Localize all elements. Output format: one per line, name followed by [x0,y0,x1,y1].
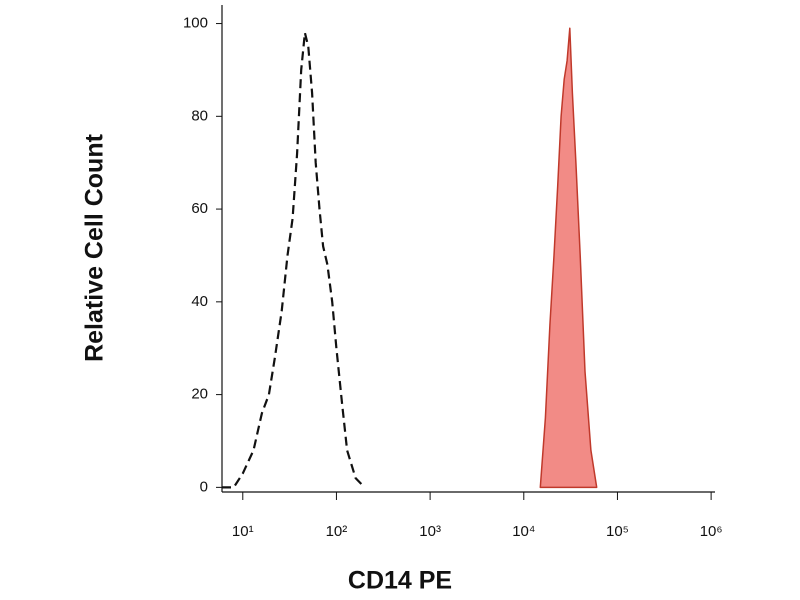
y-tick-label: 100 [183,15,208,32]
x-tick-label: 10⁵ [606,523,629,540]
y-tick-label: 40 [191,293,208,310]
x-tick-label: 10⁴ [512,523,535,540]
y-tick-label: 20 [191,386,208,403]
x-axis-label: CD14 PE [348,567,452,595]
y-tick-label: 60 [191,200,208,217]
histogram-curve [539,27,598,489]
y-tick-label: 0 [200,478,208,495]
y-tick-label: 80 [191,107,208,124]
y-axis-label: Relative Cell Count [81,133,109,361]
histogram-curve [222,31,366,489]
x-tick-label: 10⁶ [700,523,723,540]
x-tick-label: 10¹ [232,523,254,540]
x-tick-label: 10² [326,523,348,540]
x-tick-label: 10³ [419,523,441,540]
